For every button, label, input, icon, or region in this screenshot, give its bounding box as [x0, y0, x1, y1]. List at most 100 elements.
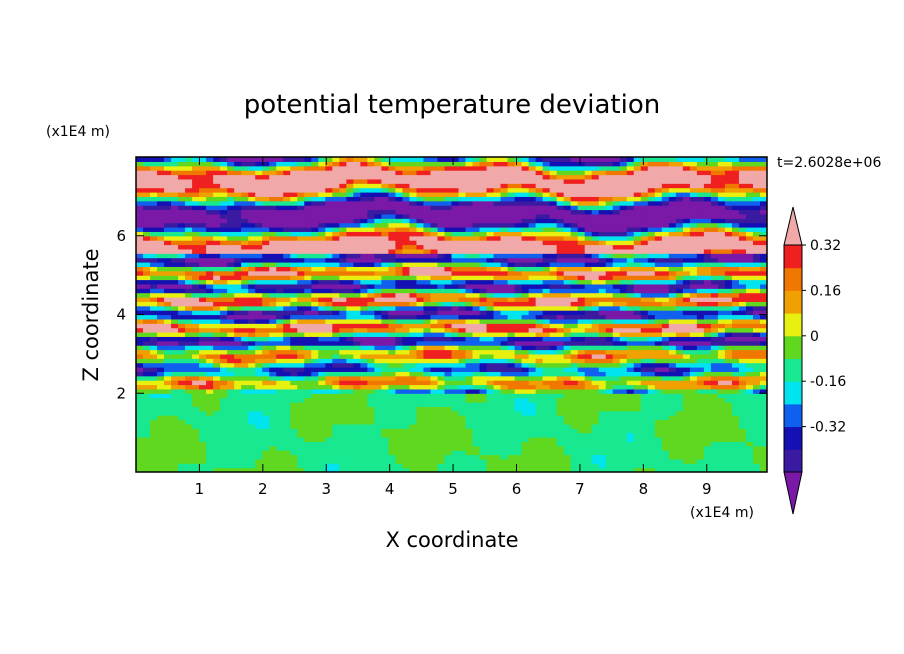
heatmap-cell	[542, 423, 551, 429]
heatmap-cell	[402, 257, 411, 263]
heatmap-cell	[549, 196, 558, 202]
heatmap-cell	[276, 371, 284, 377]
heatmap-cell	[262, 196, 270, 202]
heatmap-cell	[563, 437, 572, 442]
heatmap-cell	[206, 157, 214, 162]
heatmap-cell	[297, 371, 305, 377]
heatmap-cell	[465, 279, 474, 285]
heatmap-cell	[136, 165, 144, 171]
heatmap-cell	[325, 240, 333, 246]
heatmap-cell	[416, 467, 425, 472]
heatmap-cell	[591, 196, 600, 202]
heatmap-cell	[304, 262, 312, 267]
heatmap-cell	[535, 231, 544, 237]
heatmap-cell	[612, 314, 621, 320]
heatmap-cell	[178, 305, 186, 311]
heatmap-cell	[395, 454, 404, 460]
heatmap-cell	[353, 428, 361, 434]
heatmap-cell	[514, 384, 523, 390]
heatmap-cell	[381, 283, 389, 289]
heatmap-cell	[423, 458, 432, 464]
heatmap-cell	[528, 157, 537, 162]
heatmap-cell	[248, 248, 256, 254]
heatmap-cell	[360, 218, 368, 224]
heatmap-cell	[416, 388, 425, 394]
heatmap-cell	[269, 353, 277, 359]
heatmap-cell	[514, 454, 523, 460]
heatmap-cell	[500, 178, 509, 184]
heatmap-cell	[283, 205, 291, 211]
heatmap-cell	[416, 157, 425, 162]
heatmap-cell	[535, 358, 544, 364]
heatmap-cell	[374, 454, 382, 460]
heatmap-cell	[479, 288, 488, 294]
heatmap-cell	[598, 410, 607, 416]
heatmap-cell	[276, 200, 284, 206]
heatmap-cell	[563, 393, 572, 399]
heatmap-cell	[241, 467, 249, 472]
heatmap-cell	[451, 305, 460, 311]
heatmap-cell	[255, 253, 263, 259]
heatmap-cell	[325, 340, 333, 346]
heatmap-cell	[444, 336, 453, 342]
heatmap-cell	[381, 375, 389, 381]
heatmap-cell	[528, 257, 537, 263]
heatmap-cell	[409, 275, 418, 281]
heatmap-cell	[612, 240, 621, 246]
heatmap-cell	[479, 161, 488, 167]
heatmap-cell	[290, 266, 298, 272]
heatmap-cell	[521, 174, 530, 180]
heatmap-cell	[297, 283, 305, 289]
heatmap-cell	[479, 279, 488, 285]
heatmap-cell	[535, 367, 544, 372]
heatmap-cell	[493, 196, 502, 202]
heatmap-cell	[549, 454, 558, 460]
heatmap-cell	[367, 244, 375, 250]
heatmap-cell	[304, 410, 312, 416]
heatmap-cell	[283, 200, 291, 206]
heatmap-cell	[325, 178, 333, 184]
heatmap-cell	[500, 353, 509, 359]
heatmap-cell	[255, 353, 263, 359]
heatmap-cell	[584, 454, 593, 460]
heatmap-cell	[500, 275, 509, 281]
heatmap-cell	[388, 174, 397, 180]
heatmap-cell	[290, 353, 298, 359]
heatmap-cell	[437, 213, 446, 219]
heatmap-cell	[269, 275, 277, 281]
heatmap-cell	[318, 463, 326, 469]
heatmap-cell	[591, 157, 600, 162]
heatmap-cell	[500, 161, 509, 167]
heatmap-cell	[542, 367, 551, 372]
heatmap-cell	[367, 327, 375, 333]
heatmap-cell	[542, 384, 551, 390]
heatmap-cell	[248, 178, 256, 184]
heatmap-cell	[500, 458, 509, 464]
heatmap-cell	[514, 209, 523, 215]
heatmap-cell	[465, 432, 474, 438]
heatmap-cell	[514, 196, 523, 202]
heatmap-cell	[150, 358, 158, 364]
heatmap-cell	[199, 450, 207, 456]
heatmap-cell	[276, 384, 284, 390]
heatmap-cell	[591, 161, 600, 167]
heatmap-cell	[528, 340, 537, 346]
heatmap-cell	[514, 463, 523, 469]
heatmap-cell	[304, 161, 312, 167]
heatmap-cell	[577, 410, 586, 416]
heatmap-cell	[178, 165, 186, 171]
heatmap-cell	[297, 397, 305, 403]
heatmap-cell	[605, 218, 614, 224]
heatmap-cell	[556, 336, 565, 342]
heatmap-cell	[227, 161, 235, 167]
heatmap-cell	[416, 178, 425, 184]
heatmap-cell	[164, 318, 172, 324]
heatmap-cell	[311, 200, 319, 206]
heatmap-cell	[605, 454, 614, 460]
heatmap-cell	[185, 205, 193, 211]
heatmap-cell	[206, 410, 214, 416]
heatmap-cell	[213, 467, 221, 472]
heatmap-cell	[164, 467, 172, 472]
heatmap-cell	[584, 262, 593, 267]
heatmap-cell	[556, 209, 565, 215]
